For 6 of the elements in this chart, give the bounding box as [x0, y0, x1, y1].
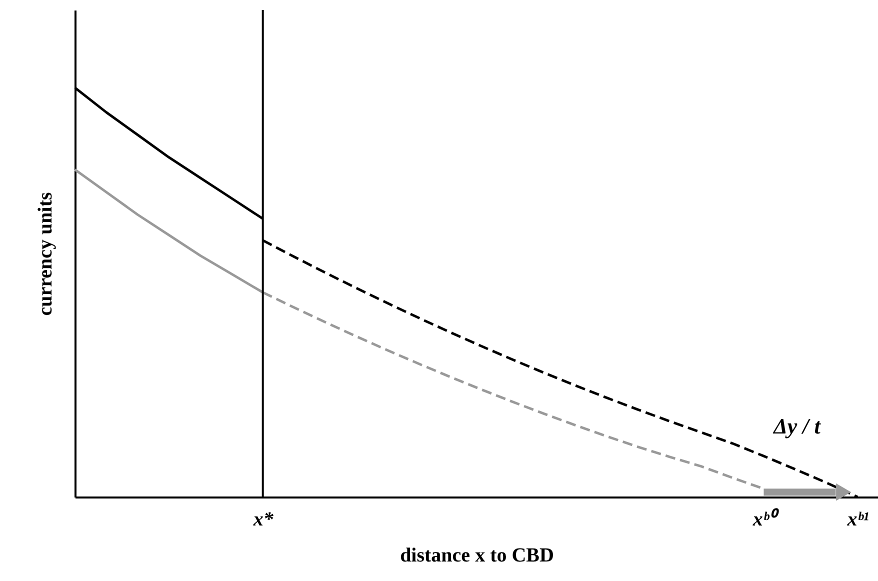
x-axis-title: distance x to CBD	[400, 544, 554, 566]
annotation: Δy / t	[772, 413, 822, 438]
y-axis-title: currency units	[34, 192, 56, 316]
x-tick-label: xᵇ¹	[846, 508, 870, 530]
x-tick-label: x*	[252, 508, 274, 530]
x-tick-label: xᵇ⁰	[752, 508, 780, 530]
